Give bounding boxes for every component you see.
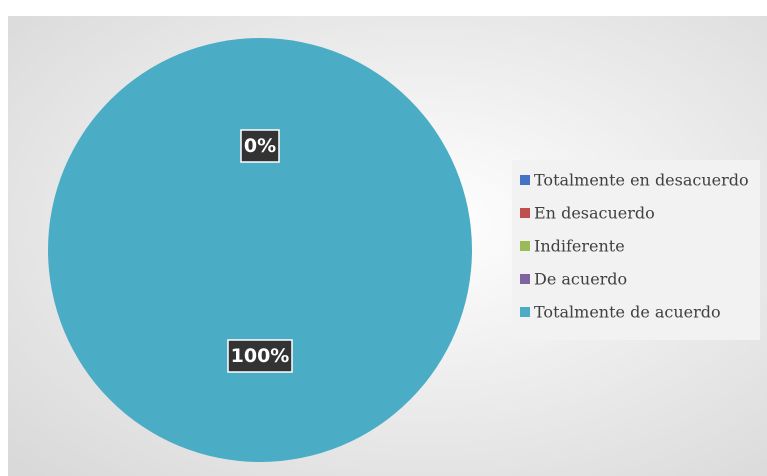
legend-swatch-de-acuerdo bbox=[520, 274, 530, 284]
legend-label-totalmente-de-acuerdo: Totalmente de acuerdo bbox=[534, 303, 721, 322]
legend-label-de-acuerdo: De acuerdo bbox=[534, 270, 627, 289]
data-label-zero-percent: 0% bbox=[240, 129, 280, 163]
svg-text:0%: 0% bbox=[244, 135, 276, 157]
legend-swatch-indiferente bbox=[520, 241, 530, 251]
legend-swatch-en-desacuerdo bbox=[520, 208, 530, 218]
pie-slice-totalmente-de-acuerdo bbox=[48, 38, 472, 462]
legend: Totalmente en desacuerdo En desacuerdo Ind… bbox=[512, 160, 760, 340]
legend-label-totalmente-en-desacuerdo: Totalmente en desacuerdo bbox=[534, 171, 749, 190]
data-label-hundred-percent: 100% bbox=[227, 339, 293, 373]
legend-swatch-totalmente-en-desacuerdo bbox=[520, 175, 530, 185]
legend-label-en-desacuerdo: En desacuerdo bbox=[534, 204, 655, 223]
legend-label-indiferente: Indiferente bbox=[534, 237, 625, 256]
legend-background bbox=[512, 160, 760, 340]
pie-slices bbox=[48, 38, 472, 462]
svg-text:100%: 100% bbox=[231, 345, 290, 367]
legend-swatch-totalmente-de-acuerdo bbox=[520, 307, 530, 317]
data-labels: 0% 100% bbox=[227, 129, 293, 373]
